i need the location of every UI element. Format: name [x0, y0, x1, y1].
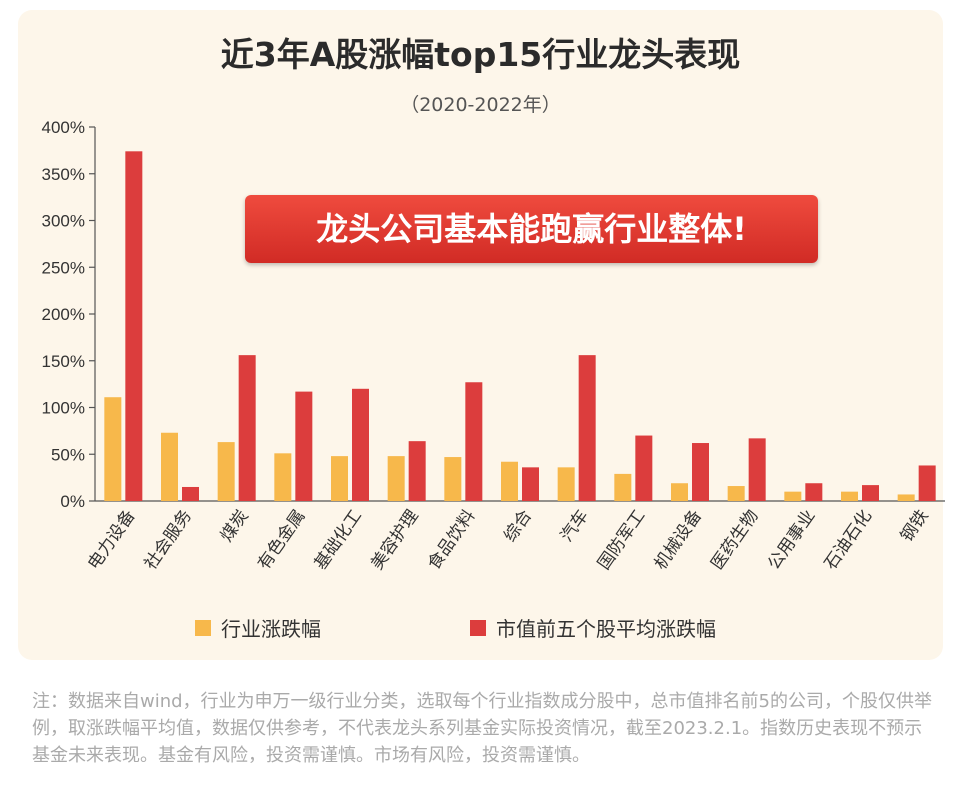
chart-card [18, 10, 943, 660]
bar-top5-7 [522, 467, 539, 501]
y-tick-label: 0% [60, 492, 85, 511]
y-tick-label: 150% [42, 352, 85, 371]
footnote: 注：数据来自wind，行业为申万一级行业分类，选取每个行业指数成分股中，总市值排… [32, 691, 933, 766]
bar-top5-14 [918, 465, 936, 501]
x-tick-label: 有色金属 [254, 506, 309, 573]
legend-item-industry: 行业涨跌幅 [195, 613, 321, 642]
y-tick-label: 250% [42, 258, 85, 277]
x-tick-label: 食品饮料 [424, 506, 479, 573]
x-tick-label: 石油石化 [821, 506, 876, 573]
bar-industry-14 [897, 494, 915, 501]
legend-swatch-industry [195, 619, 211, 636]
x-tick-label: 医药生物 [707, 506, 762, 573]
x-tick-label: 美容护理 [367, 506, 422, 573]
legend-label-industry: 行业涨跌幅 [221, 617, 321, 641]
bar-industry-7 [501, 461, 518, 501]
bar-industry-1 [161, 432, 178, 501]
x-tick-label: 基础化工 [311, 506, 366, 573]
bar-industry-13 [841, 491, 858, 501]
bar-industry-3 [274, 453, 292, 501]
bar-industry-8 [557, 467, 575, 501]
bar-top5-12 [805, 483, 823, 501]
bar-industry-11 [727, 486, 745, 501]
chart-title-wrap: 近3年A股涨幅top15行业龙头表现 [0, 28, 961, 76]
bar-top5-10 [692, 443, 709, 501]
bar-industry-5 [387, 456, 405, 501]
bar-industry-0 [104, 397, 122, 501]
legend-item-top5: 市值前五个股平均涨跌幅 [470, 613, 716, 642]
bar-top5-13 [862, 485, 879, 501]
y-tick-label: 100% [42, 399, 85, 418]
x-tick-label: 电力设备 [84, 506, 139, 573]
bar-top5-3 [295, 391, 313, 501]
bar-top5-4 [352, 388, 369, 501]
bar-top5-11 [748, 438, 766, 501]
x-tick-label: 机械设备 [651, 506, 706, 573]
x-tick-label: 公用事业 [764, 506, 819, 573]
bar-top5-6 [465, 382, 483, 501]
x-tick-label: 钢铁 [897, 506, 933, 545]
x-tick-label: 综合 [500, 506, 536, 545]
x-tick-label: 国防军工 [594, 506, 649, 573]
bar-industry-4 [331, 456, 348, 501]
y-tick-label: 300% [42, 212, 85, 231]
x-tick-label: 煤炭 [217, 506, 253, 545]
legend-label-top5: 市值前五个股平均涨跌幅 [496, 617, 716, 641]
x-tick-label: 社会服务 [141, 506, 196, 573]
bar-industry-2 [217, 442, 235, 501]
bar-industry-9 [614, 473, 632, 501]
bar-top5-0 [125, 151, 143, 501]
legend-swatch-top5 [470, 619, 486, 636]
y-tick-label: 400% [42, 118, 85, 137]
chart-title: 近3年A股涨幅top15行业龙头表现 [214, 28, 747, 76]
chart-subtitle: （2020-2022年） [400, 94, 561, 116]
bar-industry-6 [444, 457, 462, 501]
bar-top5-5 [408, 441, 426, 501]
bar-top5-2 [238, 355, 256, 501]
y-tick-label: 200% [42, 305, 85, 324]
bar-industry-12 [784, 491, 802, 501]
bar-industry-10 [671, 483, 688, 501]
y-tick-label: 50% [51, 445, 85, 464]
bar-top5-9 [635, 435, 653, 501]
annotation-banner: 龙头公司基本能跑赢行业整体! [245, 195, 818, 263]
y-tick-label: 350% [42, 165, 85, 184]
x-tick-label: 汽车 [557, 506, 593, 545]
bar-top5-1 [182, 486, 199, 501]
bar-top5-8 [578, 355, 596, 501]
